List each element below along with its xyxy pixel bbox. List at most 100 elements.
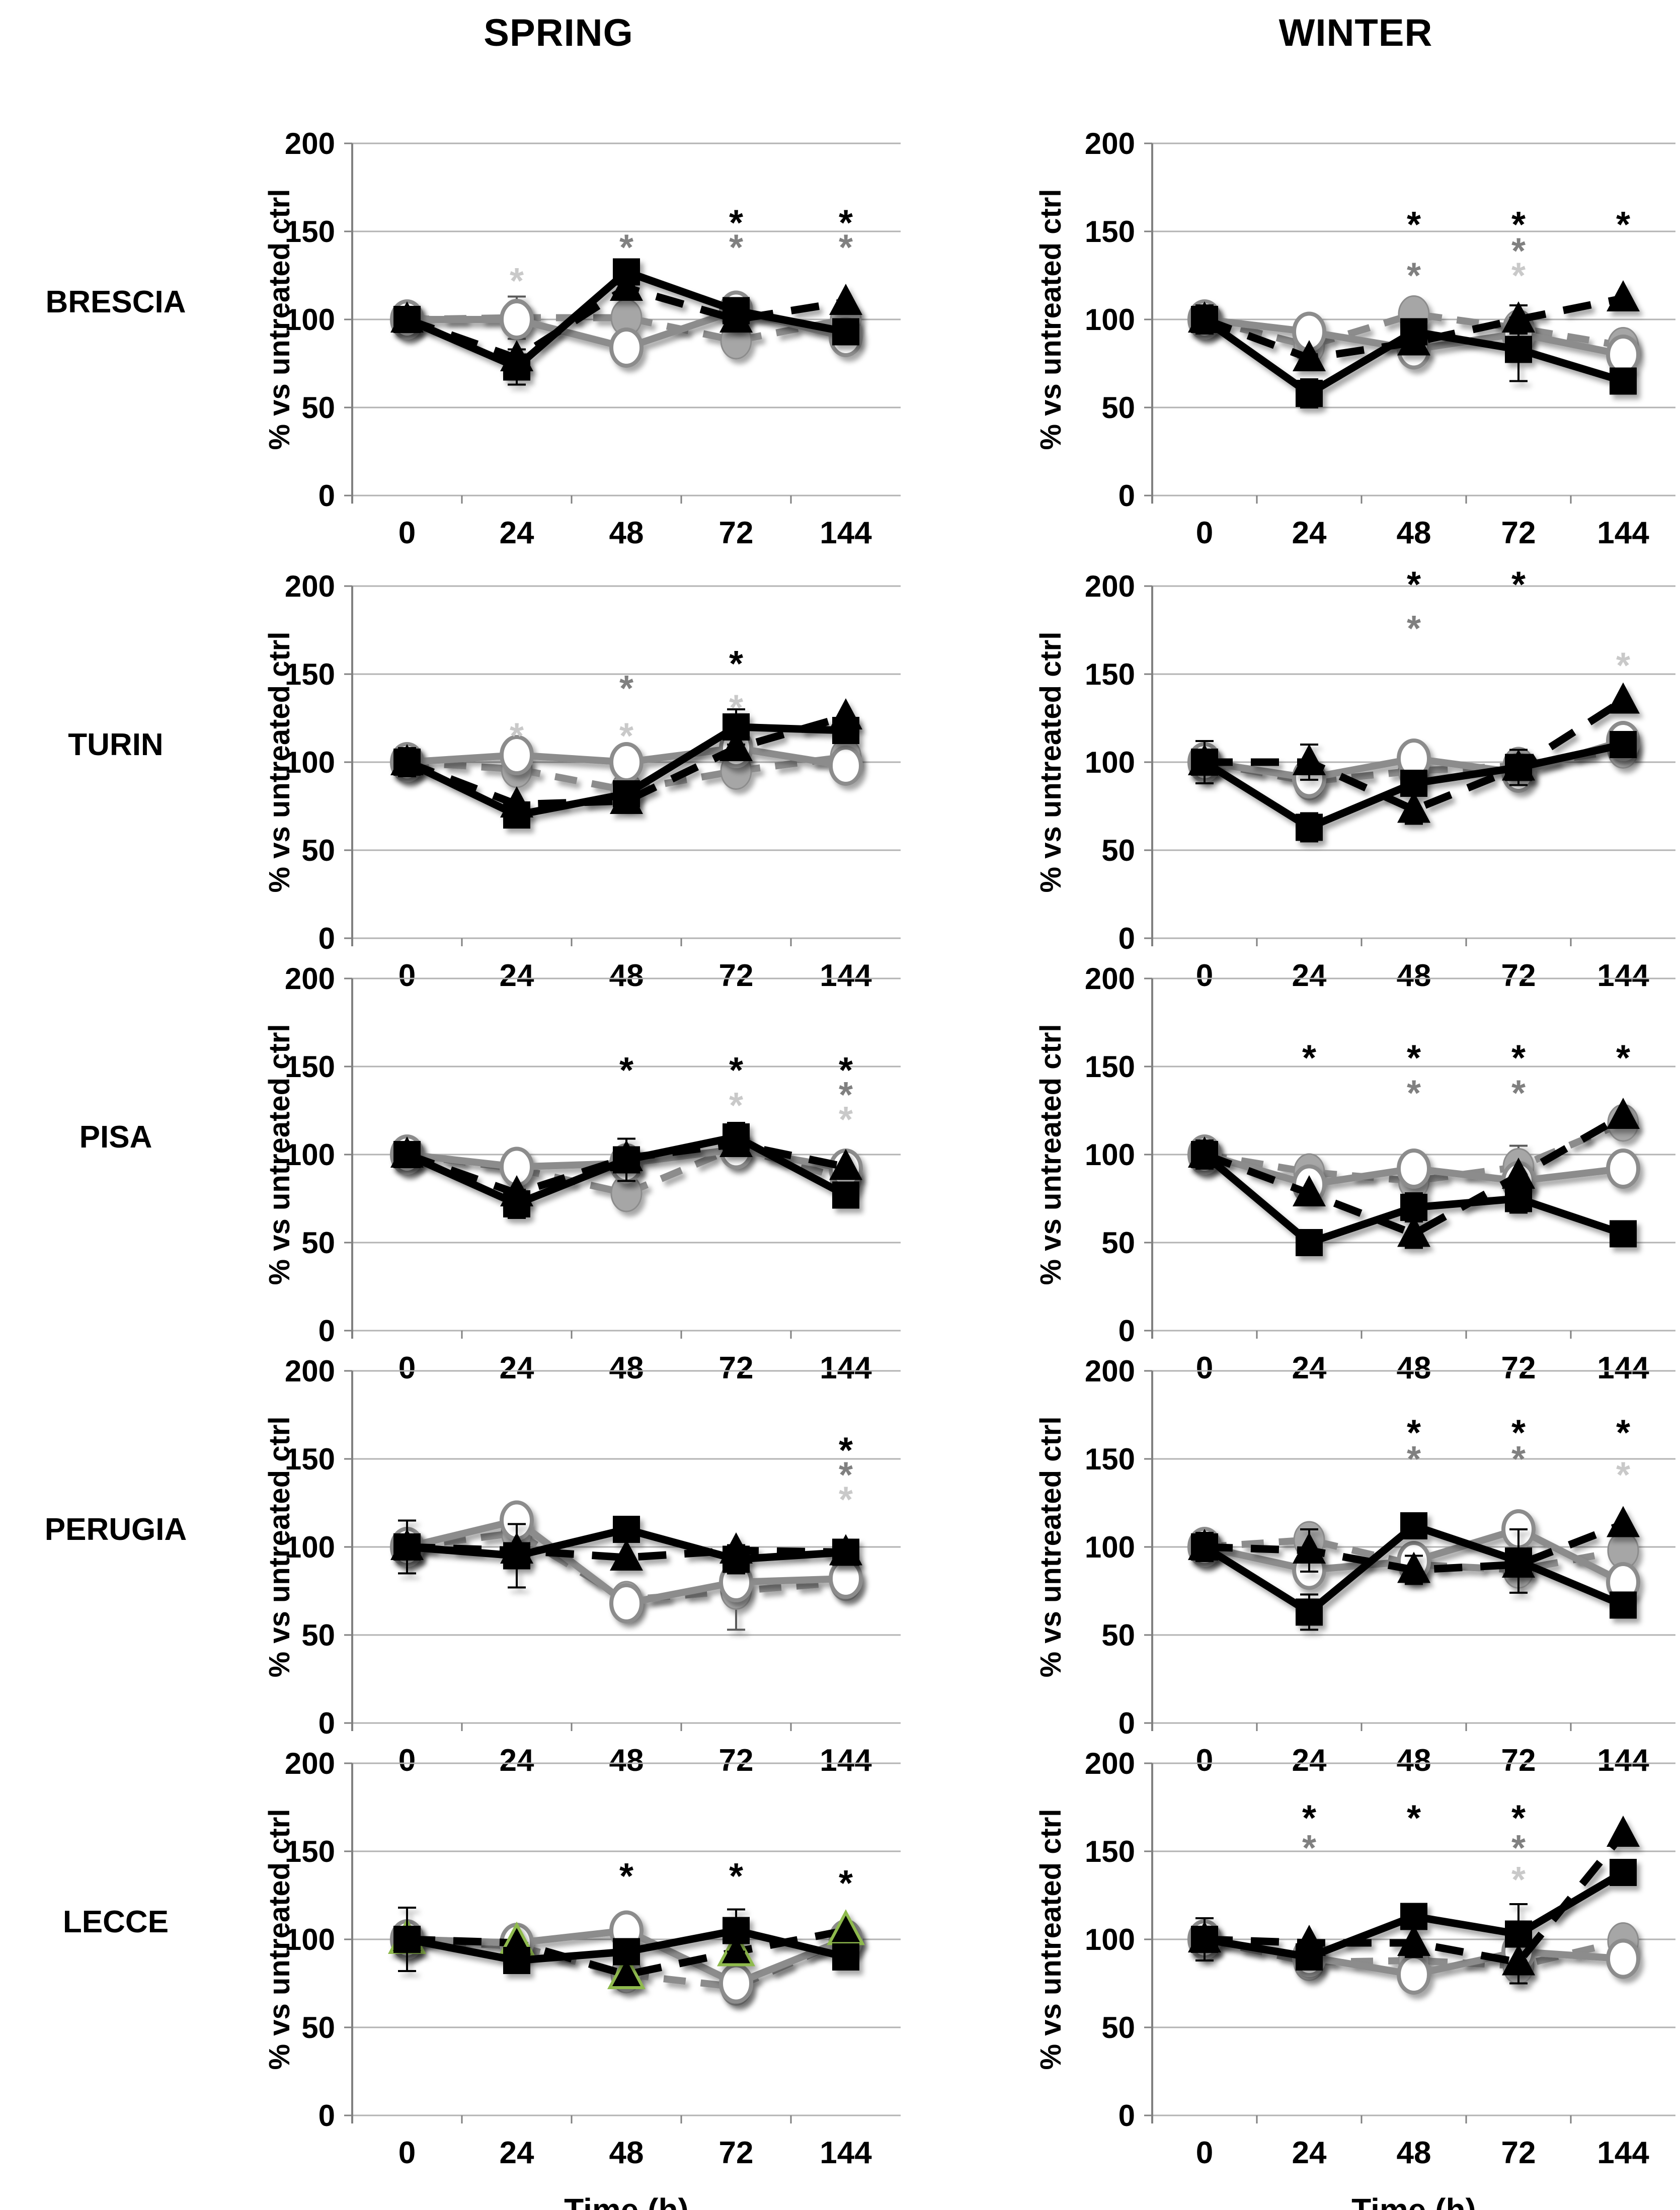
- significance-asterisk: *: [729, 1086, 743, 1126]
- significance-asterisk: *: [619, 1050, 633, 1091]
- y-axis-title: % vs untreated ctrl: [263, 1417, 296, 1678]
- row-label-lecce: LECCE: [62, 1905, 169, 1939]
- row-label-turin: TURIN: [68, 727, 164, 762]
- marker-square-icon: [1296, 380, 1323, 407]
- marker-square-icon: [1296, 1598, 1323, 1626]
- significance-asterisk: *: [729, 644, 743, 684]
- x-tick-label: 24: [500, 1351, 534, 1385]
- y-axis-title: % vs untreated ctrl: [1034, 1417, 1067, 1678]
- y-tick-label: 200: [285, 127, 335, 160]
- y-tick-label: 100: [1085, 303, 1135, 337]
- x-tick-label: 144: [820, 1743, 872, 1778]
- x-tick-label: 0: [398, 1743, 416, 1778]
- y-tick-label: 50: [1101, 1618, 1135, 1652]
- y-tick-label: 150: [285, 1835, 335, 1868]
- x-tick-label: 144: [1597, 1743, 1649, 1778]
- marker-triangle-icon: [1293, 1532, 1326, 1564]
- x-tick-label: 24: [1292, 516, 1327, 550]
- y-tick-label: 150: [1085, 658, 1135, 691]
- series-square: [1191, 1512, 1637, 1631]
- y-axis-title: % vs untreated ctrl: [263, 189, 296, 450]
- y-tick-label: 50: [1101, 2011, 1135, 2044]
- marker-open-circle-icon: [829, 1559, 863, 1599]
- significance-asterisk: *: [510, 716, 524, 757]
- significance-asterisk: *: [839, 228, 853, 268]
- x-tick-label: 144: [1597, 2136, 1649, 2170]
- significance-asterisk: *: [839, 1863, 853, 1904]
- marker-triangle-icon: [1502, 1158, 1535, 1189]
- significance-asterisk: *: [729, 688, 743, 728]
- marker-square-icon: [1400, 1903, 1427, 1930]
- significance-asterisk: *: [1511, 1074, 1526, 1114]
- x-tick-label: 0: [1196, 2136, 1213, 2170]
- x-tick-label: 72: [719, 958, 754, 993]
- marker-triangle-icon: [829, 284, 862, 315]
- significance-asterisk: *: [839, 1455, 853, 1496]
- y-tick-label: 50: [1101, 834, 1135, 867]
- marker-triangle-icon: [1293, 744, 1326, 775]
- y-tick-label: 50: [1101, 391, 1135, 425]
- marker-square-icon: [503, 1190, 530, 1217]
- marker-square-icon: [613, 1938, 640, 1966]
- marker-square-icon: [613, 1146, 640, 1174]
- marker-square-icon: [1400, 1512, 1427, 1539]
- y-tick-label: 50: [301, 391, 335, 425]
- y-axis-title: % vs untreated ctrl: [1034, 189, 1067, 450]
- y-tick-label: 100: [1085, 1923, 1135, 1956]
- marker-square-icon: [503, 1542, 530, 1570]
- marker-open-circle-icon: [500, 299, 534, 340]
- y-tick-label: 200: [1085, 962, 1135, 996]
- marker-square-icon: [723, 1123, 750, 1151]
- marker-square-icon: [1296, 1943, 1323, 1971]
- series-line-gray-circle: [1204, 1536, 1624, 1574]
- marker-square-icon: [1400, 1194, 1427, 1221]
- y-tick-label: 50: [301, 834, 335, 867]
- marker-square-icon: [393, 306, 421, 333]
- row-label-pisa: PISA: [79, 1120, 152, 1155]
- marker-triangle-icon: [1397, 1215, 1430, 1247]
- marker-square-icon: [1610, 1220, 1637, 1248]
- x-tick-label: 0: [398, 2136, 416, 2170]
- series-square: [1191, 1859, 1637, 1971]
- x-tick-label: 0: [398, 1351, 416, 1385]
- marker-square-icon: [503, 1947, 530, 1974]
- x-tick-label: 144: [1597, 958, 1649, 993]
- y-tick-label: 0: [318, 1314, 335, 1348]
- x-tick-label: 0: [398, 958, 416, 993]
- x-tick-label: 72: [1501, 2136, 1536, 2170]
- x-tick-label: 144: [1597, 1351, 1649, 1385]
- y-tick-label: 150: [1085, 1050, 1135, 1084]
- significance-asterisk: *: [1616, 646, 1630, 686]
- marker-open-circle-icon: [609, 1583, 644, 1623]
- x-tick-label: 48: [1397, 2136, 1431, 2170]
- marker-square-icon: [613, 258, 640, 286]
- marker-square-icon: [1505, 336, 1532, 363]
- significance-asterisk: *: [1407, 205, 1421, 245]
- y-tick-label: 0: [1118, 922, 1135, 955]
- marker-open-circle-icon: [1397, 1954, 1431, 1995]
- y-tick-label: 200: [285, 569, 335, 603]
- marker-square-icon: [503, 353, 530, 381]
- x-tick-label: 24: [500, 1743, 534, 1778]
- marker-triangle-icon: [607, 1953, 646, 1989]
- marker-square-icon: [1191, 1533, 1218, 1561]
- significance-asterisk: *: [729, 228, 743, 268]
- significance-asterisk: *: [1407, 1413, 1421, 1453]
- y-tick-label: 200: [285, 1747, 335, 1780]
- row-label-brescia: BRESCIA: [45, 285, 186, 319]
- significance-asterisk: *: [1511, 1860, 1526, 1900]
- marker-triangle-icon: [1607, 280, 1640, 311]
- marker-square-icon: [723, 297, 750, 324]
- chart-lecce-spring: 0 50 100 150 200 0 24 48 72 144 % vs untreated ctr…: [263, 1747, 901, 2210]
- series-line-triangle: [406, 712, 847, 808]
- y-tick-label: 150: [1085, 1835, 1135, 1868]
- significance-asterisk: *: [1511, 1439, 1526, 1480]
- y-tick-label: 200: [285, 1354, 335, 1388]
- significance-asterisk: *: [1511, 1828, 1526, 1868]
- y-tick-label: 100: [285, 1530, 335, 1564]
- marker-square-icon: [1610, 1591, 1637, 1619]
- marker-square-icon: [613, 780, 640, 807]
- marker-open-circle-icon: [1606, 335, 1640, 375]
- x-tick-label: 48: [609, 1351, 644, 1385]
